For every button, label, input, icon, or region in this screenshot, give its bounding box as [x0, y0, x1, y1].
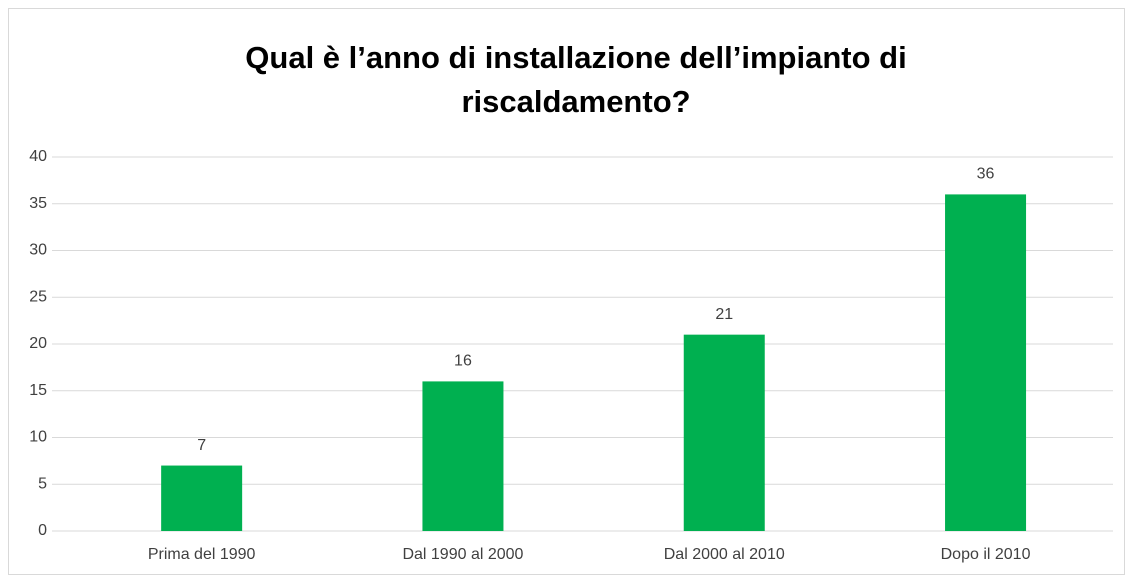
data-label: 36 — [977, 166, 995, 183]
chart-border — [8, 8, 1125, 575]
bar — [945, 194, 1027, 531]
y-tick-label: 25 — [29, 288, 47, 305]
data-label: 21 — [715, 306, 733, 323]
y-tick-label: 30 — [29, 242, 47, 259]
y-tick-label: 5 — [38, 475, 47, 492]
bar — [683, 334, 765, 531]
x-tick-label: Dal 2000 al 2010 — [664, 546, 785, 563]
y-tick-label: 40 — [29, 148, 47, 165]
data-label: 7 — [197, 437, 206, 454]
data-label: 16 — [454, 353, 472, 370]
bar — [161, 465, 243, 531]
y-tick-label: 20 — [29, 335, 47, 352]
y-tick-label: 10 — [29, 429, 47, 446]
y-tick-label: 0 — [38, 522, 47, 539]
x-tick-label: Dal 1990 al 2000 — [402, 546, 523, 563]
chart-title: Qual è l’anno di installazione dell’impi… — [245, 40, 907, 119]
x-tick-label: Dopo il 2010 — [941, 546, 1031, 563]
x-tick-label: Prima del 1990 — [148, 546, 256, 563]
y-tick-label: 35 — [29, 195, 47, 212]
bar — [422, 381, 504, 531]
y-tick-label: 15 — [29, 382, 47, 399]
